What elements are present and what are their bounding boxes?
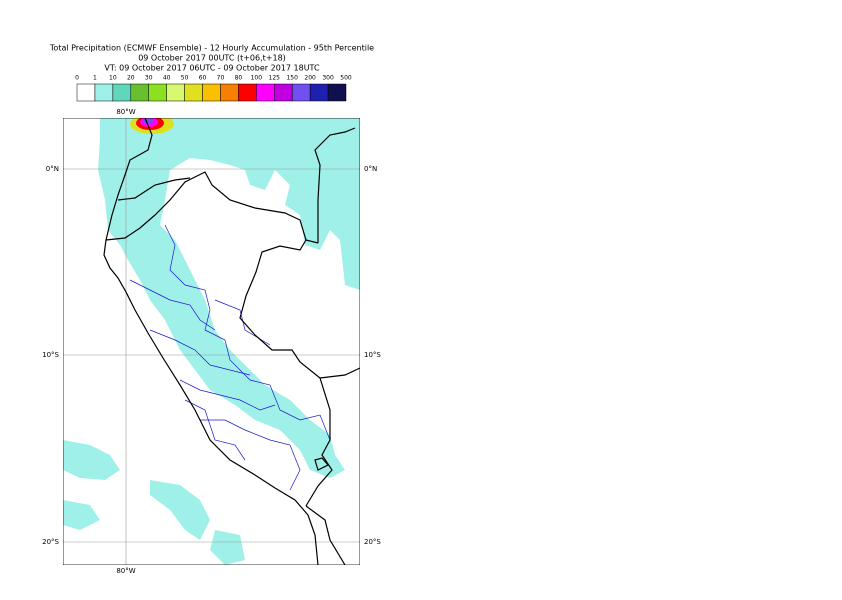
colorbar-box	[327, 83, 347, 102]
graticule	[63, 118, 360, 565]
precip-areas	[63, 118, 360, 565]
colorbar-label: 125	[269, 75, 281, 82]
latitude-label: 0°N	[46, 165, 59, 173]
colorbar-box	[256, 83, 275, 102]
title-line: Total Precipitation (ECMWF Ensemble) - 1…	[49, 44, 374, 53]
colorbar-box	[220, 83, 239, 102]
colorbar-box	[184, 83, 203, 102]
title-line: VT: 09 October 2017 06UTC - 09 October 2…	[104, 64, 320, 73]
latitude-label: 20°S	[42, 538, 59, 546]
colorbar-box	[309, 83, 329, 102]
colorbar-label: 100	[251, 75, 263, 82]
colorbar-label: 150	[286, 75, 298, 82]
title-line: 09 October 2017 00UTC (t+06,t+18)	[138, 54, 286, 63]
colorbar-box	[274, 83, 293, 102]
heavy-precip-spot	[130, 118, 174, 134]
colorbar-label: 0	[75, 75, 79, 82]
colorbar-label: 50	[181, 75, 189, 82]
colorbar-box	[291, 83, 311, 102]
colorbar-label: 40	[163, 75, 171, 82]
colorbar-box	[148, 83, 167, 102]
latitude-label: 10°S	[42, 351, 59, 359]
colorbar-box	[166, 83, 185, 102]
colorbar-box	[94, 83, 114, 102]
country-borders	[103, 118, 360, 565]
colorbar-box	[130, 83, 149, 102]
colorbar-label: 60	[199, 75, 207, 82]
longitude-label: 80°W	[116, 567, 135, 575]
colorbar-label: 300	[322, 75, 334, 82]
colorbar-label: 80	[235, 75, 243, 82]
colorbar-label: 30	[145, 75, 153, 82]
colorbar-label: 1	[93, 75, 97, 82]
colorbar-label: 500	[340, 75, 352, 82]
map	[63, 118, 360, 565]
colorbar-label: 200	[304, 75, 316, 82]
latitude-label: 10°S	[364, 351, 381, 359]
colorbar-label: 70	[217, 75, 225, 82]
colorbar-box	[112, 83, 132, 102]
latitude-label: 20°S	[364, 538, 381, 546]
colorbar-box	[76, 83, 96, 102]
longitude-label: 80°W	[116, 108, 135, 116]
colorbar-box	[202, 83, 221, 102]
colorbar-label: 20	[127, 75, 135, 82]
latitude-label: 0°N	[364, 165, 377, 173]
colorbar: 0 1 10 20 30 40 50 60 70 80 100 125 150 200 300 500	[75, 75, 352, 102]
colorbar-box	[238, 83, 257, 102]
colorbar-label: 10	[109, 75, 117, 82]
province-borders	[129, 224, 331, 491]
